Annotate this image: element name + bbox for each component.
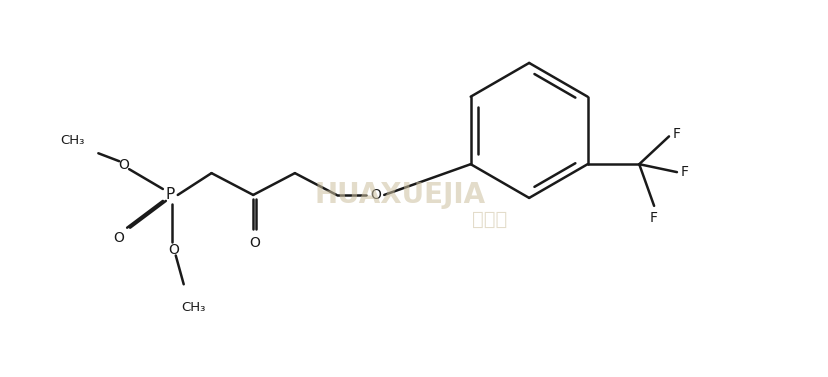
Text: P: P [165, 187, 174, 202]
Text: CH₃: CH₃ [181, 300, 205, 314]
Text: F: F [649, 211, 657, 225]
Text: O: O [113, 231, 123, 245]
Text: F: F [672, 127, 680, 141]
Text: O: O [168, 242, 179, 256]
Text: CH₃: CH₃ [60, 134, 84, 147]
Text: 化学加: 化学加 [471, 210, 507, 229]
Text: O: O [369, 188, 380, 202]
Text: F: F [680, 165, 688, 179]
Text: HUAXUEJIA: HUAXUEJIA [314, 181, 485, 209]
Text: O: O [118, 158, 129, 172]
Text: O: O [248, 236, 259, 250]
